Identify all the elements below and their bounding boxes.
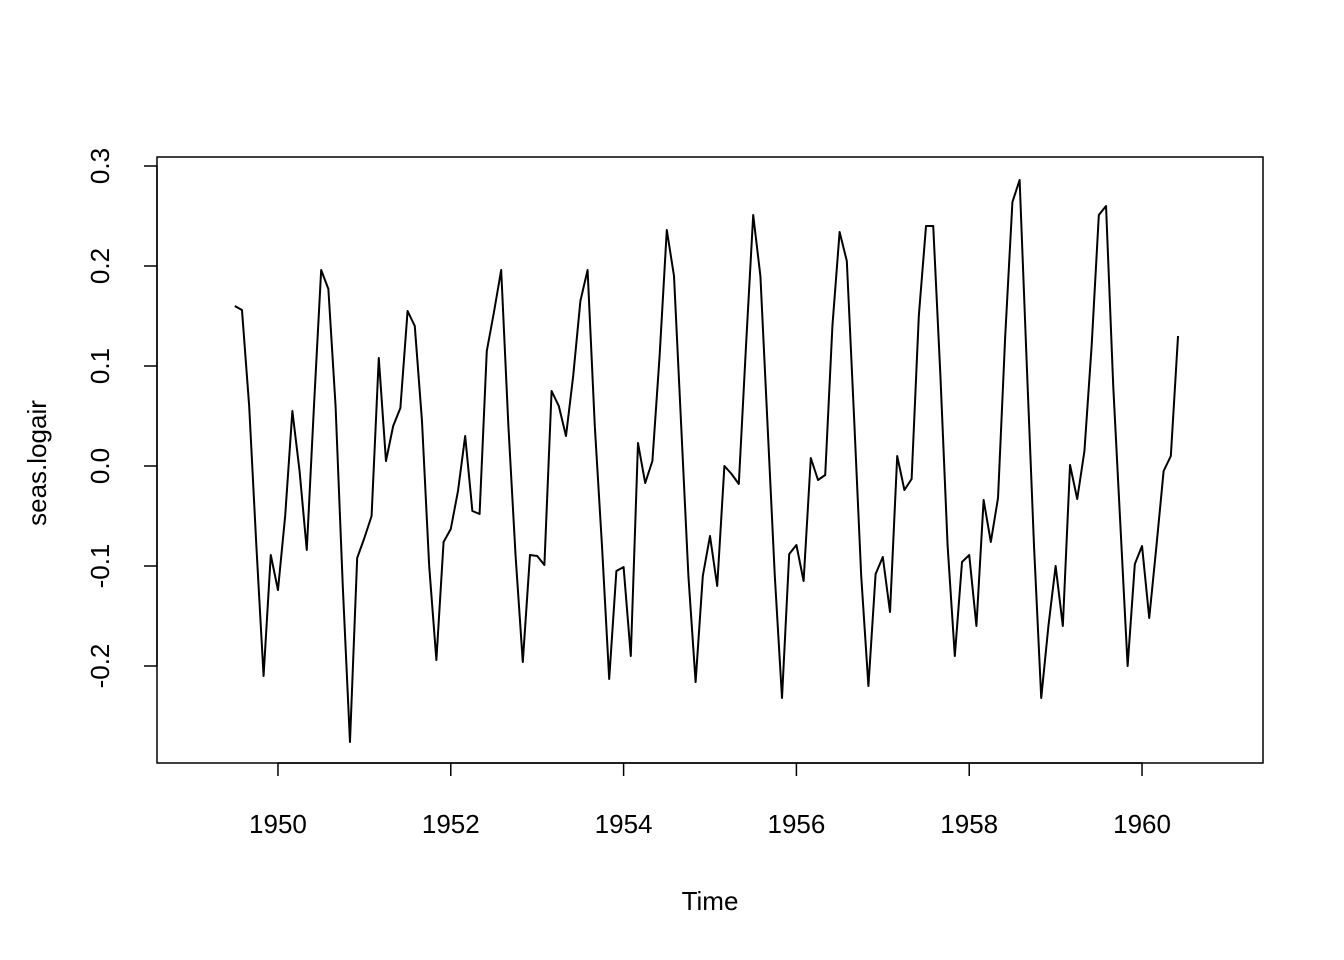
x-tick-label: 1950	[249, 809, 307, 839]
x-axis-label: Time	[682, 886, 739, 916]
y-tick-label: -0.2	[85, 644, 115, 689]
plot-frame	[156, 156, 1264, 764]
x-tick-label: 1952	[422, 809, 480, 839]
x-tick-label: 1958	[940, 809, 998, 839]
x-tick-label: 1960	[1113, 809, 1171, 839]
y-axis-label: seas.logair	[22, 400, 52, 526]
y-tick-label: 0.3	[85, 148, 115, 184]
series-line	[234, 179, 1180, 743]
x-tick-label: 1956	[767, 809, 825, 839]
y-tick-label: -0.1	[85, 544, 115, 589]
y-axis: -0.2 -0.1 0.0 0.1 0.2 0.3	[85, 148, 158, 689]
y-tick-label: 0.0	[85, 448, 115, 484]
y-tick-label: 0.2	[85, 248, 115, 284]
x-tick-label: 1954	[595, 809, 653, 839]
x-axis: 1950 1952 1954 1956 1958 1960	[249, 762, 1171, 839]
y-tick-label: 0.1	[85, 348, 115, 384]
